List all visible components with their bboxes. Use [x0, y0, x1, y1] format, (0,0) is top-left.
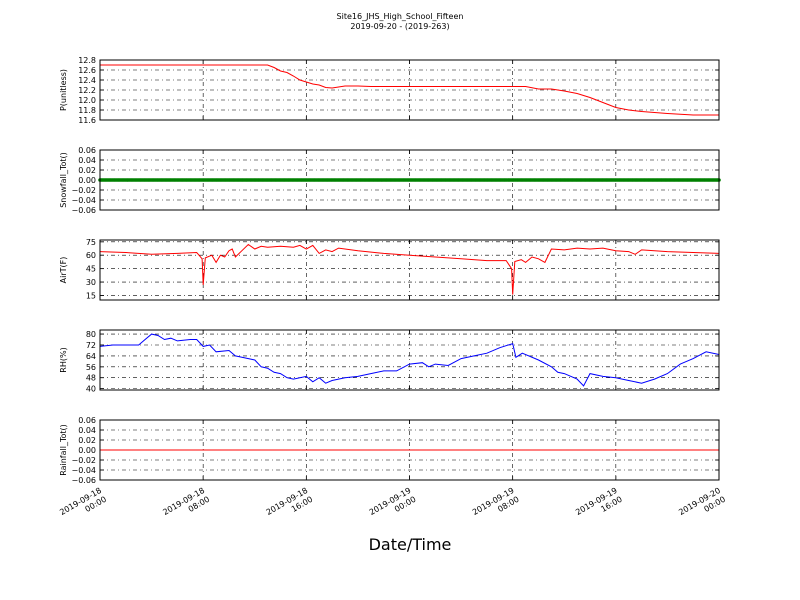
- y-tick-label: 12.4: [78, 76, 96, 85]
- y-tick-label: 11.8: [78, 106, 96, 115]
- y-tick-label: −0.06: [71, 476, 96, 485]
- figure-title: Site16_JHS_High_School_Fifteen: [337, 12, 464, 21]
- x-tick-label: 2019-09-1800:00: [58, 486, 108, 526]
- y-axis-label: RH(%): [59, 347, 68, 372]
- y-tick-label: 0.04: [78, 156, 96, 165]
- y-axis-label: AirT(F): [59, 257, 68, 284]
- y-tick-label: 0.00: [78, 446, 96, 455]
- plot-frame: [99, 329, 720, 391]
- y-tick-label: 12.2: [78, 86, 96, 95]
- panel-3: 75 60 45 30 15 AirT(F): [59, 238, 720, 301]
- y-tick-label: 11.6: [78, 116, 96, 125]
- y-tick-label: 45: [86, 265, 96, 274]
- y-tick-label: 72: [86, 341, 96, 350]
- x-axis: 2019-09-1800:00 2019-09-1808:00 2019-09-18…: [58, 486, 727, 526]
- y-axis-label: Rainfall_Tot(): [59, 424, 68, 476]
- y-tick-label: 75: [86, 238, 96, 247]
- panel-2: 0.060.040.020.00−0.02−0.04−0.06Snowfall_…: [59, 146, 721, 215]
- y-tick-label: 12.8: [78, 56, 96, 65]
- y-tick-label: −0.02: [71, 186, 96, 195]
- series-line: [99, 333, 720, 387]
- y-tick-label: 0.02: [78, 166, 96, 175]
- y-tick-label: 64: [86, 352, 96, 361]
- panel-1: 12.812.612.412.212.011.811.6 P(unitless): [59, 56, 720, 125]
- y-tick-label: 0.06: [78, 146, 96, 155]
- y-tick-label: 30: [86, 278, 96, 287]
- y-tick-label: 40: [86, 385, 96, 394]
- y-tick-label: 0.04: [78, 426, 96, 435]
- x-axis-label: Date/Time: [369, 535, 452, 554]
- figure-subtitle: 2019-09-20 - (2019-263): [350, 22, 449, 31]
- series-line: [99, 243, 720, 295]
- y-tick-label: 48: [86, 374, 96, 383]
- x-tick-label: 2019-09-2000:00: [677, 486, 727, 526]
- y-tick-label: 80: [86, 330, 96, 339]
- plot-frame: [99, 239, 720, 301]
- series-line: [100, 64, 719, 116]
- y-tick-label: −0.04: [71, 466, 96, 475]
- y-tick-label: 0.02: [78, 436, 96, 445]
- panel-4: 80 72 64 56 48 40 RH(%): [59, 329, 720, 394]
- y-tick-label: 0.00: [78, 176, 96, 185]
- panels: 12.812.612.412.212.011.811.6 P(unitless) 0…: [59, 56, 721, 485]
- y-tick-label: −0.02: [71, 456, 96, 465]
- y-axis-label: P(unitless): [59, 69, 68, 111]
- y-tick-label: 12.0: [78, 96, 96, 105]
- x-tick-label: 2019-09-1900:00: [368, 486, 418, 526]
- plot-frame: [99, 419, 720, 481]
- y-tick-label: −0.04: [71, 196, 96, 205]
- plot-frame: [99, 149, 720, 211]
- y-tick-label: 60: [86, 251, 96, 260]
- y-tick-label: 0.06: [78, 416, 96, 425]
- x-tick-label: 2019-09-1908:00: [471, 486, 521, 526]
- y-tick-label: −0.06: [71, 206, 96, 215]
- panel-5: 0.060.040.020.00−0.02−0.04−0.06Rainfall_…: [59, 416, 720, 485]
- y-axis-label: Snowfall_Tot(): [59, 152, 68, 208]
- plot-frame: [99, 59, 720, 121]
- y-tick-label: 56: [86, 363, 96, 372]
- x-tick-label: 2019-09-1816:00: [265, 486, 315, 526]
- x-tick-label: 2019-09-1808:00: [161, 486, 211, 526]
- y-tick-label: 12.6: [78, 66, 96, 75]
- y-tick-label: 15: [86, 292, 96, 301]
- x-tick-label: 2019-09-1916:00: [574, 486, 624, 526]
